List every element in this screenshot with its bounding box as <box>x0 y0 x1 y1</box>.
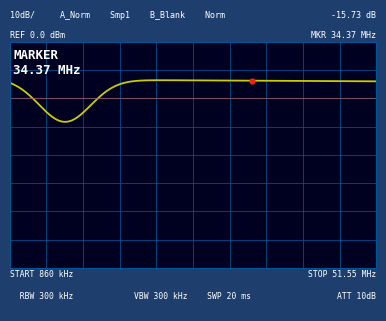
Text: ATT 10dB: ATT 10dB <box>337 292 376 301</box>
Text: 10dB/     A_Norm    Smp1    B_Blank    Norm: 10dB/ A_Norm Smp1 B_Blank Norm <box>10 11 225 20</box>
Text: VBW 300 kHz    SWP 20 ms: VBW 300 kHz SWP 20 ms <box>134 292 252 301</box>
Text: STOP 51.55 MHz: STOP 51.55 MHz <box>308 270 376 279</box>
Text: MARKER
34.37 MHz: MARKER 34.37 MHz <box>13 48 81 76</box>
Text: -15.73 dB: -15.73 dB <box>331 11 376 20</box>
Text: START 860 kHz: START 860 kHz <box>10 270 73 279</box>
Text: MKR 34.37 MHz: MKR 34.37 MHz <box>312 31 376 40</box>
Text: RBW 300 kHz: RBW 300 kHz <box>10 292 73 301</box>
Text: REF 0.0 dBm: REF 0.0 dBm <box>10 31 64 40</box>
